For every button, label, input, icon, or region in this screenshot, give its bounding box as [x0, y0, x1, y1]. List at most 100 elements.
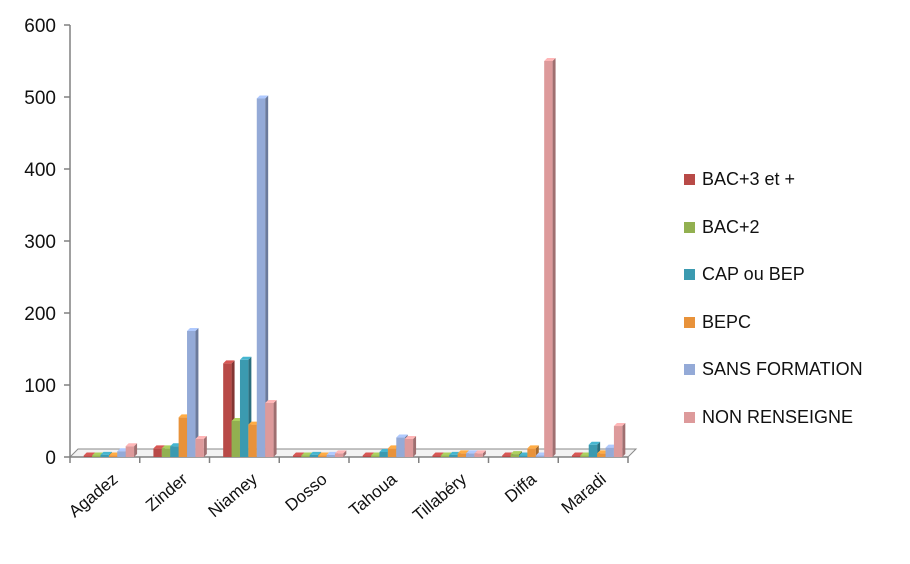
bar [125, 443, 138, 457]
x-tick-label: Dosso [282, 470, 331, 516]
bar-front [248, 424, 257, 457]
bar-top [195, 436, 207, 439]
bar-top [265, 400, 277, 403]
bar-front [108, 455, 118, 457]
bar-front [292, 455, 302, 457]
bar-top [544, 58, 556, 61]
legend-item: BAC+3 et + [684, 156, 906, 204]
legend-item: BEPC [684, 299, 906, 347]
bar-front [510, 454, 519, 457]
y-tick-label: 500 [24, 88, 56, 109]
bar-top [613, 423, 626, 427]
bar-front [318, 455, 327, 457]
bar-front [309, 454, 319, 457]
bar-top [527, 445, 539, 449]
bar-side [343, 450, 347, 457]
legend-label: SANS FORMATION [702, 359, 863, 380]
bar [265, 400, 277, 457]
bar-top [292, 452, 305, 456]
bar [474, 450, 486, 457]
bar-front [404, 439, 414, 457]
bar-front [178, 417, 188, 457]
bar [404, 436, 417, 457]
y-tick-label: 100 [24, 376, 56, 397]
bar-front [440, 455, 450, 457]
legend-swatch [684, 411, 695, 423]
y-tick-label: 400 [24, 160, 56, 181]
x-tick-label: Zinder [142, 469, 191, 515]
bar [187, 328, 199, 457]
bar-front [239, 359, 249, 457]
bar-front [613, 426, 623, 457]
bar-top [588, 441, 601, 445]
bar-side [552, 58, 556, 457]
legend-swatch [684, 174, 695, 186]
bar-top [334, 450, 347, 454]
bar-front [231, 421, 240, 457]
legend-swatch [684, 316, 695, 328]
bar-top [396, 434, 408, 438]
legend-label: BEPC [702, 311, 752, 332]
bar-top [256, 95, 269, 99]
bar-front [100, 454, 109, 457]
bar-side [622, 423, 626, 457]
bar-front [256, 98, 266, 457]
bar-top [309, 451, 322, 455]
legend-swatch [684, 221, 695, 233]
bar-front [326, 454, 335, 457]
chart-bars [83, 58, 626, 457]
bar-front [502, 455, 511, 457]
y-tick-label: 200 [24, 304, 56, 325]
legend-swatch [684, 269, 695, 281]
bar-top [223, 360, 235, 364]
bar-front [544, 61, 553, 457]
bar-front [153, 448, 162, 457]
bar-top [510, 451, 522, 455]
legend-item: CAP ou BEP [684, 251, 906, 299]
bar-front [457, 453, 467, 457]
bar-front [466, 453, 475, 457]
bar-top [466, 450, 478, 454]
bar-front [92, 455, 101, 457]
bar-side [413, 436, 417, 457]
bar-side [273, 400, 277, 457]
legend-item: BAC+2 [684, 204, 906, 252]
bar-top [404, 436, 417, 439]
bar [195, 436, 207, 457]
bar-front [117, 451, 126, 457]
bar [544, 58, 556, 457]
bar-front [571, 455, 581, 457]
y-tick-label: 600 [24, 16, 56, 37]
bar-top [239, 356, 252, 360]
legend-label: NON RENSEIGNE [702, 406, 854, 427]
bar-front [474, 453, 483, 457]
bar-front [83, 455, 93, 457]
bar-side [482, 450, 486, 457]
bar-side [195, 328, 199, 457]
bar-front [387, 448, 397, 457]
bar-front [195, 439, 204, 457]
bar-front [396, 437, 405, 457]
x-tick-label: Diffa [501, 469, 540, 506]
bar-front [161, 448, 171, 457]
bar-top [187, 328, 199, 331]
bar-top [100, 451, 112, 455]
bar-front [518, 455, 528, 457]
bar [613, 423, 626, 457]
bar-top [432, 452, 444, 456]
bar-top [83, 452, 96, 456]
bar-top [153, 445, 165, 449]
legend-item: NON RENSEIGNE [684, 394, 906, 442]
chart-legend: BAC+3 et + BAC+2 CAP ou BEP BEPC SANS FORMAT… [684, 156, 906, 441]
bar-front [334, 453, 344, 457]
y-tick-label: 0 [45, 448, 56, 469]
bar-side [265, 95, 269, 457]
bar [256, 95, 269, 457]
bar-front [588, 444, 598, 457]
bar-front [379, 451, 388, 457]
bar-top [474, 450, 486, 454]
bar-front [362, 455, 372, 457]
bar-top [362, 452, 375, 456]
